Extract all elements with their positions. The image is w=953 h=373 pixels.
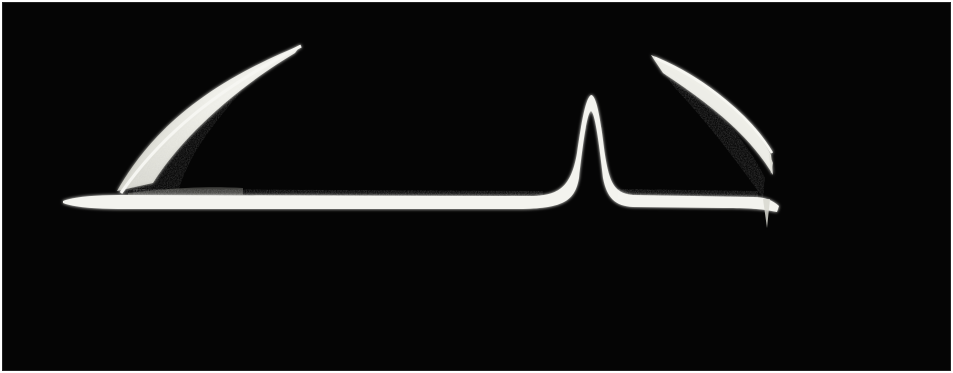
left-arc-haze — [125, 78, 253, 197]
right-end-glitch — [763, 153, 773, 228]
right-arc-haze — [658, 65, 765, 198]
baseline-noise — [133, 189, 758, 199]
oscilloscope-trace-drawing — [63, 44, 779, 228]
baseline-trace — [63, 95, 779, 212]
